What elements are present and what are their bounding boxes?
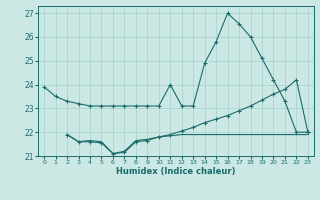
X-axis label: Humidex (Indice chaleur): Humidex (Indice chaleur) xyxy=(116,167,236,176)
